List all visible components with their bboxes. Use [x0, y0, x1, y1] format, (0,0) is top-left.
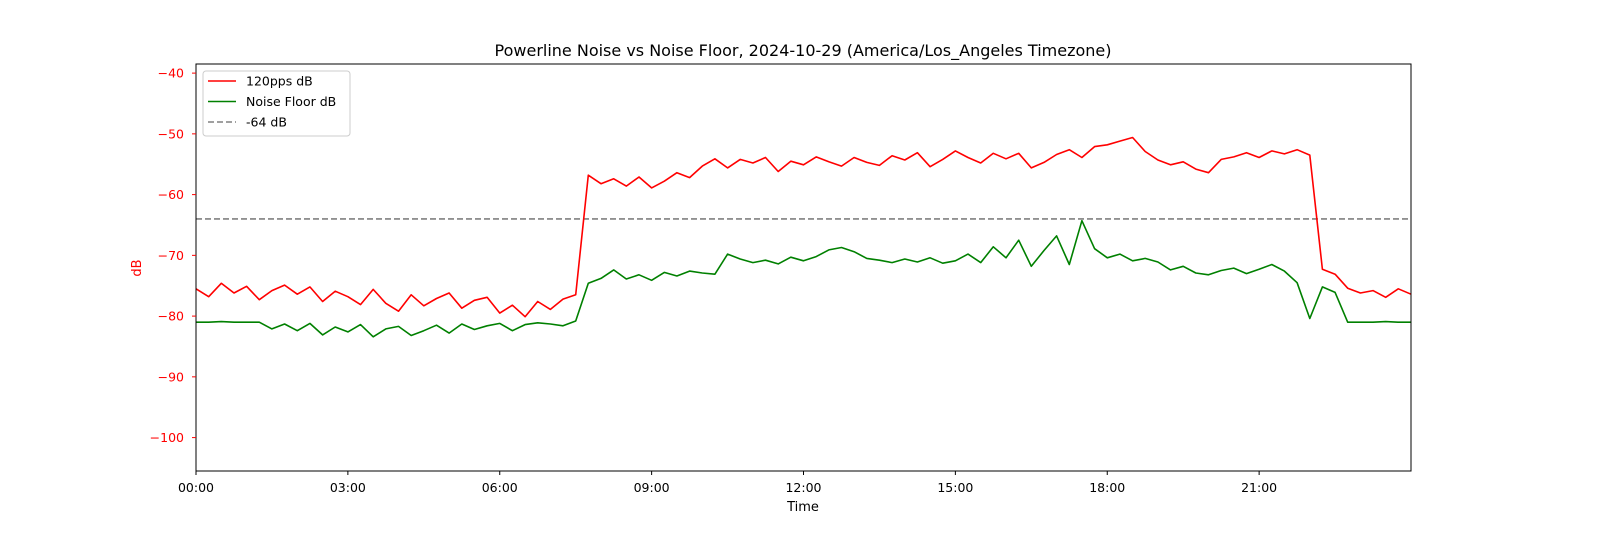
legend: 120pps dB Noise Floor dB -64 dB	[202, 70, 351, 137]
plot-frame	[195, 63, 1412, 472]
x-tick-label: 18:00	[1089, 480, 1125, 495]
y-tick-label: −100	[150, 430, 184, 445]
series-layer	[195, 136, 1412, 338]
y-tick-label: −80	[158, 309, 184, 324]
x-tick-label: 06:00	[482, 480, 518, 495]
x-tick-label: 09:00	[634, 480, 670, 495]
y-tick-label: −40	[158, 66, 184, 81]
series-line-noise-floor	[196, 219, 1411, 338]
axes-layer: −40 −50 −60 −70 −80 −90 −100 00:00 03:00 06:00 09:…	[150, 63, 1412, 495]
y-tick-label: −70	[158, 248, 184, 263]
x-tick-label: 21:00	[1241, 480, 1277, 495]
y-tick-label: −90	[158, 369, 184, 384]
legend-item-120pps-label: 120pps dB	[246, 74, 313, 89]
x-tick-label: 12:00	[785, 480, 821, 495]
legend-item-minus-64-db-label: -64 dB	[246, 115, 287, 130]
series-line-120pps	[195, 136, 1412, 318]
x-axis-label: Time	[786, 500, 819, 515]
chart-title: Powerline Noise vs Noise Floor, 2024-10-…	[495, 41, 1112, 61]
x-tick-label: 00:00	[178, 480, 214, 495]
y-axis-label: dB	[130, 259, 145, 276]
legend-item-noise-floor-label: Noise Floor dB	[246, 94, 336, 109]
y-tick-label: −50	[158, 126, 184, 141]
y-tick-label: −60	[158, 187, 184, 202]
x-tick-label: 03:00	[330, 480, 366, 495]
x-tick-label: 15:00	[937, 480, 973, 495]
legend-box	[202, 70, 351, 137]
